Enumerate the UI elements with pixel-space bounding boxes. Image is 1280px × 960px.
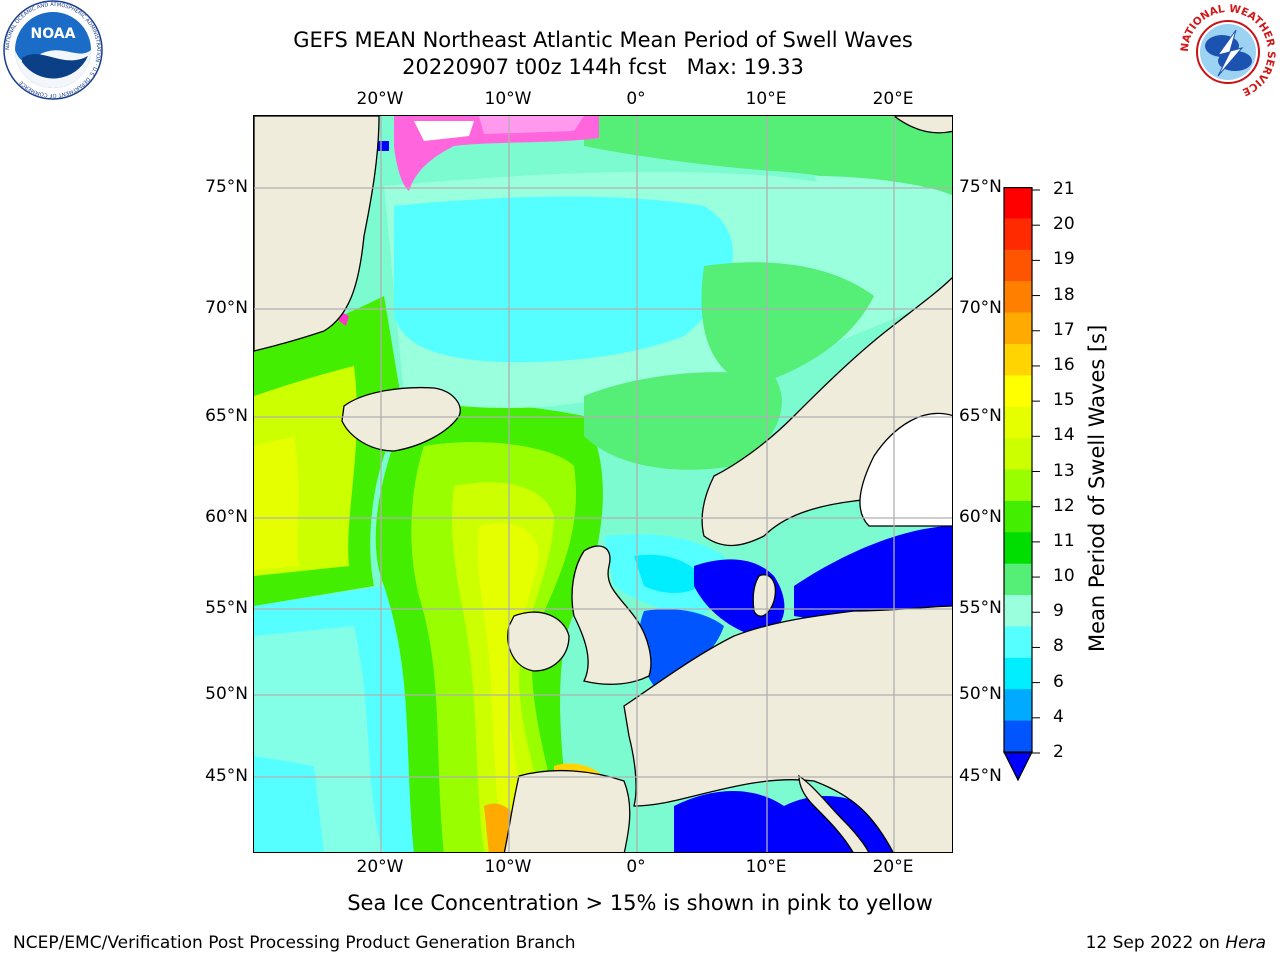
top-lon-label: 10°W [484, 89, 532, 109]
colorbar-tick-label: 2 [1053, 742, 1064, 762]
left-lat-label: 75°N [205, 177, 248, 197]
left-lat-label: 65°N [205, 406, 248, 426]
colorbar-segment [1004, 720, 1032, 753]
bottom-lon-label: 20°E [872, 857, 914, 877]
colorbar-segment [1004, 343, 1032, 376]
colorbar-segment [1004, 312, 1032, 345]
iceland [341, 386, 461, 452]
colorbar-segment [1004, 532, 1032, 565]
right-lat-label: 55°N [959, 598, 1002, 618]
bottom-lon-label: 20°W [356, 857, 404, 877]
italy [798, 774, 870, 852]
colorbar-segment [1004, 563, 1032, 596]
land-masses [254, 116, 952, 852]
colorbar-segment [1004, 689, 1032, 722]
svalbard [892, 116, 952, 134]
left-lat-label: 55°N [205, 598, 248, 618]
colorbar-tick-label: 11 [1053, 530, 1075, 551]
right-lat-label: 70°N [959, 298, 1002, 318]
top-lon-label: 20°E [872, 89, 914, 109]
left-lat-label: 45°N [205, 766, 248, 786]
colorbar-tick-label: 21 [1053, 179, 1075, 199]
colorbar [1000, 187, 1048, 787]
great-britain [571, 545, 652, 685]
colorbar-segment [1004, 469, 1032, 502]
bottom-lon-label: 10°W [484, 857, 532, 877]
colorbar-label: Mean Period of Swell Waves [s] [1085, 324, 1109, 652]
noaa-logo: NOAA NATIONAL OCEANIC AND ATMOSPHERIC AD… [2, 0, 104, 100]
continental-europe [623, 605, 952, 852]
denmark [752, 574, 776, 617]
colorbar-tick-label: 15 [1053, 390, 1075, 411]
colorbar-tick-label: 4 [1053, 706, 1064, 727]
colorbar-tick-label: 17 [1053, 319, 1075, 340]
graticule [254, 116, 952, 852]
colorbar-segment [1004, 657, 1032, 690]
right-lat-label: 50°N [959, 684, 1002, 704]
ireland [507, 611, 570, 672]
right-lat-label: 45°N [959, 766, 1002, 786]
colorbar-segment [1004, 595, 1032, 627]
colorbar-tick-label: 8 [1053, 636, 1064, 657]
colorbar-extend-arrow [1003, 751, 1033, 782]
colorbar-tick-label: 13 [1053, 460, 1075, 481]
nws-logo: NATIONAL WEATHER SERVICE [1178, 0, 1278, 100]
footer-date: 12 Sep 2022 on Hera [1086, 933, 1266, 953]
colorbar-tick-label: 20 [1053, 214, 1075, 235]
bottom-lon-label: 0° [626, 857, 646, 877]
greenland [254, 116, 380, 352]
footer-credit: NCEP/EMC/Verification Post Processing Pr… [13, 933, 576, 953]
colorbar-segment [1004, 249, 1032, 282]
map-title-line2: 20220907 t00z 144h fcst Max: 19.33 [402, 55, 804, 79]
swell-period-map [253, 115, 953, 853]
iberia [503, 769, 631, 852]
colorbar-segment [1004, 438, 1032, 470]
colorbar-segment [1004, 187, 1032, 219]
colorbar-segment [1004, 406, 1032, 439]
left-lat-label: 60°N [205, 507, 248, 527]
bottom-lon-label: 10°E [745, 857, 787, 877]
right-lat-label: 75°N [959, 177, 1002, 197]
colorbar-segment [1004, 281, 1032, 314]
top-lon-label: 20°W [356, 89, 404, 109]
colorbar-outline [1003, 187, 1033, 754]
colorbar-segment [1004, 500, 1032, 533]
colorbar-tick-label: 10 [1053, 566, 1075, 587]
noaa-logo-text: NOAA [31, 26, 76, 42]
right-lat-label: 60°N [959, 507, 1002, 527]
top-lon-label: 0° [626, 89, 646, 109]
colorbar-tick-label: 6 [1053, 671, 1064, 692]
colorbar-segment [1004, 218, 1032, 251]
map-title-line1: GEFS MEAN Northeast Atlantic Mean Period… [293, 28, 913, 52]
left-lat-label: 70°N [205, 298, 248, 318]
right-lat-label: 65°N [959, 406, 1002, 426]
colorbar-segment [1004, 375, 1032, 408]
footer-host: Hera [1225, 933, 1266, 953]
sea-ice-note: Sea Ice Concentration > 15% is shown in … [347, 891, 933, 915]
top-lon-label: 10°E [745, 89, 787, 109]
swell-period-field [254, 116, 952, 852]
colorbar-tick-label: 9 [1053, 601, 1064, 622]
colorbar-tick-label: 14 [1053, 425, 1075, 446]
colorbar-tick-label: 12 [1053, 495, 1075, 516]
left-lat-label: 50°N [205, 684, 248, 704]
colorbar-tick-label: 16 [1053, 354, 1075, 375]
colorbar-segment [1004, 626, 1032, 659]
footer-date-text: 12 Sep 2022 on [1085, 933, 1226, 953]
colorbar-tick-label: 18 [1053, 284, 1075, 305]
colorbar-tick-label: 19 [1053, 249, 1075, 270]
